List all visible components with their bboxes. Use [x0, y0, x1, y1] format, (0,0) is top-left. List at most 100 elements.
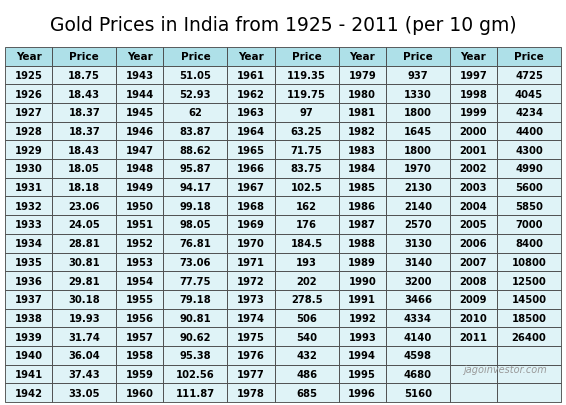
- Bar: [5, 253, 52, 271]
- Text: 1971: 1971: [237, 257, 265, 267]
- Bar: [228, 85, 275, 104]
- Text: 83.75: 83.75: [291, 164, 323, 174]
- Text: 1926: 1926: [15, 90, 42, 100]
- Bar: [450, 234, 497, 253]
- Text: 1957: 1957: [126, 332, 154, 342]
- Bar: [116, 141, 164, 160]
- Text: 1983: 1983: [348, 145, 376, 156]
- Bar: [164, 122, 228, 141]
- Text: 1958: 1958: [126, 350, 154, 360]
- Bar: [164, 197, 228, 215]
- Text: 278.5: 278.5: [291, 294, 323, 305]
- Text: 94.17: 94.17: [179, 183, 211, 193]
- Bar: [164, 66, 228, 85]
- Text: 2003: 2003: [460, 183, 487, 193]
- Bar: [275, 215, 338, 234]
- Text: 1945: 1945: [126, 108, 154, 118]
- Text: 33.05: 33.05: [68, 388, 100, 398]
- Text: 1996: 1996: [348, 388, 376, 398]
- Bar: [228, 197, 275, 215]
- Text: 63.25: 63.25: [291, 127, 323, 137]
- Text: 432: 432: [296, 350, 317, 360]
- Text: 98.05: 98.05: [179, 220, 211, 230]
- Bar: [5, 178, 52, 197]
- Bar: [386, 215, 450, 234]
- Text: 1961: 1961: [237, 71, 265, 81]
- Bar: [52, 104, 116, 122]
- Text: 1980: 1980: [348, 90, 376, 100]
- Bar: [228, 66, 275, 85]
- Text: 2011: 2011: [460, 332, 487, 342]
- Bar: [450, 85, 497, 104]
- Text: 2004: 2004: [460, 201, 487, 211]
- Bar: [52, 346, 116, 365]
- Text: 3130: 3130: [404, 239, 432, 249]
- Bar: [497, 85, 561, 104]
- Bar: [5, 160, 52, 178]
- Bar: [52, 271, 116, 290]
- Bar: [228, 160, 275, 178]
- Bar: [386, 178, 450, 197]
- Bar: [275, 178, 338, 197]
- Bar: [52, 141, 116, 160]
- Text: 1995: 1995: [348, 369, 376, 379]
- Bar: [497, 48, 561, 66]
- Bar: [116, 328, 164, 346]
- Text: 1940: 1940: [15, 350, 42, 360]
- Text: 5160: 5160: [404, 388, 432, 398]
- Bar: [228, 234, 275, 253]
- Bar: [116, 85, 164, 104]
- Bar: [5, 197, 52, 215]
- Bar: [228, 309, 275, 328]
- Text: 1967: 1967: [237, 183, 265, 193]
- Bar: [52, 328, 116, 346]
- Text: 51.05: 51.05: [179, 71, 211, 81]
- Bar: [52, 365, 116, 384]
- Text: 18.37: 18.37: [68, 127, 100, 137]
- Bar: [275, 122, 338, 141]
- Text: 2002: 2002: [460, 164, 487, 174]
- Bar: [228, 141, 275, 160]
- Bar: [5, 346, 52, 365]
- Bar: [450, 160, 497, 178]
- Text: 1951: 1951: [126, 220, 154, 230]
- Bar: [497, 384, 561, 402]
- Bar: [386, 141, 450, 160]
- Bar: [52, 178, 116, 197]
- Text: 1999: 1999: [460, 108, 487, 118]
- Bar: [338, 215, 386, 234]
- Text: 1929: 1929: [15, 145, 42, 156]
- Bar: [450, 346, 497, 365]
- Text: 36.04: 36.04: [68, 350, 100, 360]
- Bar: [164, 309, 228, 328]
- Text: 1953: 1953: [126, 257, 154, 267]
- Text: 1988: 1988: [348, 239, 376, 249]
- Text: 3466: 3466: [404, 294, 432, 305]
- Text: 1998: 1998: [460, 90, 487, 100]
- Bar: [338, 309, 386, 328]
- Text: 1972: 1972: [237, 276, 265, 286]
- Bar: [116, 122, 164, 141]
- Bar: [116, 48, 164, 66]
- Text: 28.81: 28.81: [68, 239, 100, 249]
- Bar: [116, 290, 164, 309]
- Bar: [5, 384, 52, 402]
- Text: 2006: 2006: [460, 239, 487, 249]
- Bar: [164, 234, 228, 253]
- Text: 111.87: 111.87: [176, 388, 215, 398]
- Text: 1987: 1987: [348, 220, 376, 230]
- Text: 162: 162: [296, 201, 317, 211]
- Bar: [386, 365, 450, 384]
- Text: Year: Year: [349, 52, 375, 62]
- Bar: [228, 271, 275, 290]
- Bar: [164, 85, 228, 104]
- Bar: [164, 346, 228, 365]
- Bar: [497, 309, 561, 328]
- Bar: [450, 141, 497, 160]
- Text: 1938: 1938: [15, 313, 42, 323]
- Bar: [164, 215, 228, 234]
- Bar: [386, 197, 450, 215]
- Bar: [116, 178, 164, 197]
- Text: 4234: 4234: [515, 108, 543, 118]
- Text: Year: Year: [127, 52, 153, 62]
